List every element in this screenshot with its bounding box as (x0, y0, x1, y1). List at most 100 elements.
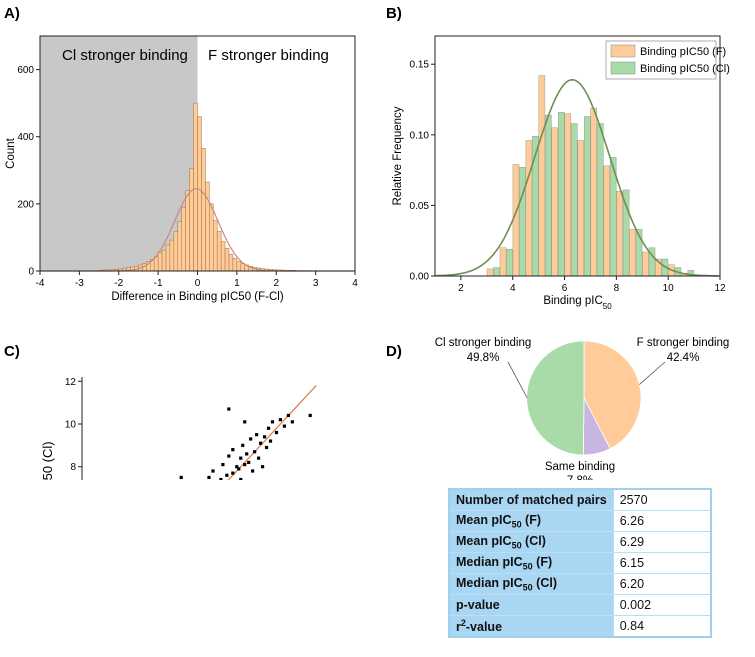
legend-label: Binding pIC50 (F) (640, 46, 726, 58)
legend-swatch (610, 61, 636, 75)
stats-key-text: Median pIC (456, 575, 523, 590)
x-tick-label: 0 (195, 278, 201, 289)
y-axis-label: Count (5, 137, 17, 168)
y-axis-label: Binding pIC50 (Cl) (40, 441, 55, 480)
stats-key-tail: (Cl) (521, 533, 546, 548)
scatter-point (251, 469, 255, 473)
figure-canvas: A) B) C) D) Cl stronger binding F stronge… (4, 5, 730, 480)
x-tick-label: 3 (313, 278, 319, 289)
stats-key-text: p-value (456, 598, 500, 612)
scatter-point (274, 430, 279, 435)
y-tick-label: 200 (17, 199, 34, 210)
stats-key: Mean pIC50 (F) (448, 510, 614, 532)
hist-bar (209, 203, 214, 272)
scatter-point (249, 437, 253, 441)
stats-key-subscript: 50 (511, 519, 522, 530)
bar-f (577, 140, 584, 277)
stats-row: Mean pIC50 (Cl) 6.29 (448, 531, 712, 553)
leader-line (507, 361, 528, 398)
bar-cl (596, 123, 604, 277)
stats-key: Median pIC50 (Cl) (448, 573, 614, 595)
scatter-point (239, 477, 243, 480)
panel-label-b: B) (386, 5, 402, 22)
stats-key-subscript: 50 (522, 582, 533, 593)
scatter-point (308, 413, 312, 418)
hist-bar (228, 253, 234, 272)
hist-bar (157, 252, 163, 272)
scatter-point (260, 465, 265, 469)
stats-key-subscript: 50 (522, 561, 533, 572)
y-tick-label: 600 (17, 65, 34, 76)
y-tick-label: 0.00 (410, 272, 430, 283)
bar-f (603, 165, 610, 277)
bar-f (642, 251, 649, 277)
stats-key: Number of matched pairs (448, 488, 614, 511)
stats-row: Median pIC50 (F) 6.15 (448, 552, 712, 574)
pie-value-same: 7.8% (567, 475, 593, 480)
scatter-point (247, 460, 251, 465)
x-tick-label: 1 (234, 278, 240, 289)
x-tick-label: -3 (75, 278, 84, 289)
scatter-point (243, 420, 247, 424)
region-label-f: F stronger binding (208, 47, 329, 64)
hist-bar (193, 102, 198, 272)
stats-key-tail: -value (465, 620, 503, 635)
bar-cl (519, 167, 526, 277)
plot-frame (434, 35, 721, 277)
hist-bar (185, 190, 190, 272)
scatter-point (241, 443, 245, 447)
x-axis-label: Binding pIC50 (543, 295, 612, 311)
x-tick-label: -4 (36, 278, 45, 289)
scatter-point (219, 477, 223, 480)
y-tick-label: 0.05 (410, 201, 430, 212)
stats-value: 6.26 (612, 510, 712, 532)
y-tick-label: 8 (70, 462, 76, 473)
scatter-point (211, 469, 215, 473)
x-tick-label: 12 (714, 283, 726, 294)
stats-row: Median pIC50 (Cl) 6.20 (448, 573, 712, 595)
hist-bar (181, 206, 186, 272)
scatter-point (268, 439, 273, 443)
stats-value: 6.15 (612, 552, 712, 574)
hist-bar (232, 257, 238, 272)
x-tick-label: 4 (352, 278, 358, 289)
pie-label-f: F stronger binding (637, 337, 730, 349)
x-tick-label: 6 (562, 283, 568, 294)
scatter-point (227, 454, 231, 458)
panel-label-c: C) (4, 343, 20, 360)
scatter-point (278, 418, 283, 422)
hist-bar (220, 241, 226, 272)
y-tick-label: 10 (65, 420, 77, 431)
bar-f (616, 191, 623, 277)
fit-curve (434, 78, 719, 277)
pie-label-cl: Cl stronger binding (435, 337, 532, 349)
stats-key: Mean pIC50 (Cl) (448, 531, 614, 553)
hist-bar (153, 256, 159, 272)
scatter-f-vs-cl: 2468101224681012Binding pIC50 (F)Binding… (40, 377, 317, 480)
region-label-cl: Cl stronger binding (62, 47, 188, 64)
pie-value-cl: 49.8% (467, 352, 500, 364)
scatter-point (207, 475, 211, 480)
y-tick-label: 0.15 (410, 60, 430, 71)
x-tick-label: 10 (663, 283, 675, 294)
bar-f (499, 247, 507, 277)
leader-line (639, 361, 666, 385)
stats-table: Number of matched pairs 2570 Mean pIC50 (F… (448, 488, 712, 638)
scatter-point (258, 441, 263, 445)
y-tick-label: 0 (28, 267, 34, 278)
bar-f (590, 107, 597, 277)
x-axis-label: Difference in Binding pIC50 (F-Cl) (111, 291, 284, 303)
scatter-point (237, 467, 241, 471)
scatter-point (221, 462, 225, 467)
stats-value: 6.29 (612, 531, 712, 553)
y-tick-label: 12 (65, 377, 77, 388)
shaded-region-cl (40, 36, 198, 271)
hist-bar (236, 261, 242, 272)
hist-bar (177, 221, 182, 272)
stats-key-tail: (F) (532, 554, 553, 569)
scatter-point (266, 426, 271, 430)
scatter-point (286, 413, 290, 418)
hist-bar (240, 263, 245, 272)
bar-f (551, 127, 559, 277)
scatter-point (235, 465, 239, 469)
